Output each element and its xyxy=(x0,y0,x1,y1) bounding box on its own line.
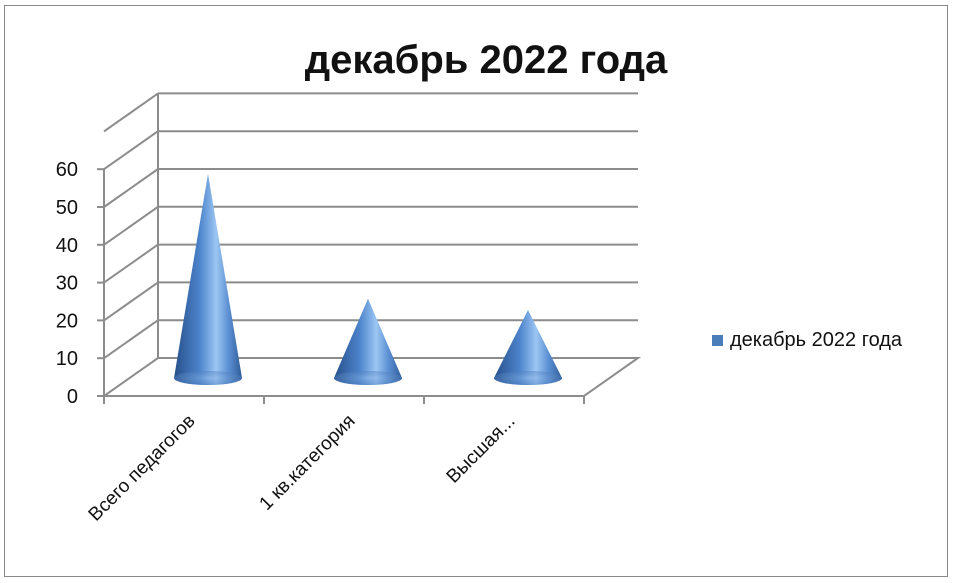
y-tick-label: 0 xyxy=(67,386,78,408)
x-category-label: Всего педагогов xyxy=(85,411,200,526)
gridline-side xyxy=(103,319,159,360)
gridline-side xyxy=(103,281,159,322)
chart-title: декабрь 2022 года xyxy=(304,38,668,82)
legend-swatch xyxy=(712,335,723,346)
x-category-label: 1 кв.категория xyxy=(256,411,360,515)
gridline-side xyxy=(103,92,159,133)
cone-base xyxy=(174,371,242,385)
gridline-side xyxy=(103,130,159,171)
legend: декабрь 2022 года xyxy=(712,329,902,352)
y-tick-label: 40 xyxy=(56,235,78,257)
cone-bar xyxy=(494,309,562,385)
y-tick-label: 10 xyxy=(56,348,78,370)
y-tick-label: 20 xyxy=(56,310,78,332)
cone-bar xyxy=(174,173,242,385)
y-tick-label: 50 xyxy=(56,197,78,219)
cone-body xyxy=(174,173,242,385)
gridline-side xyxy=(103,205,159,246)
legend-label: декабрь 2022 года xyxy=(730,329,903,351)
gridline-side xyxy=(103,243,159,284)
axes-layer: 0 10 20 30 40 50 60 xyxy=(56,92,642,408)
cone-bar xyxy=(334,298,402,385)
x-category-label: Высшая... xyxy=(443,411,520,488)
chart-frame xyxy=(4,5,948,577)
y-tick-label: 60 xyxy=(56,159,78,181)
cone-base xyxy=(494,371,562,385)
gridline-side xyxy=(103,168,159,208)
cone-body xyxy=(334,298,402,385)
y-tick-label: 30 xyxy=(56,273,78,295)
marks-layer: Всего педагогов 1 кв.категория Высшая... xyxy=(85,173,562,526)
cone-body xyxy=(494,309,562,385)
cone-base xyxy=(334,371,402,385)
